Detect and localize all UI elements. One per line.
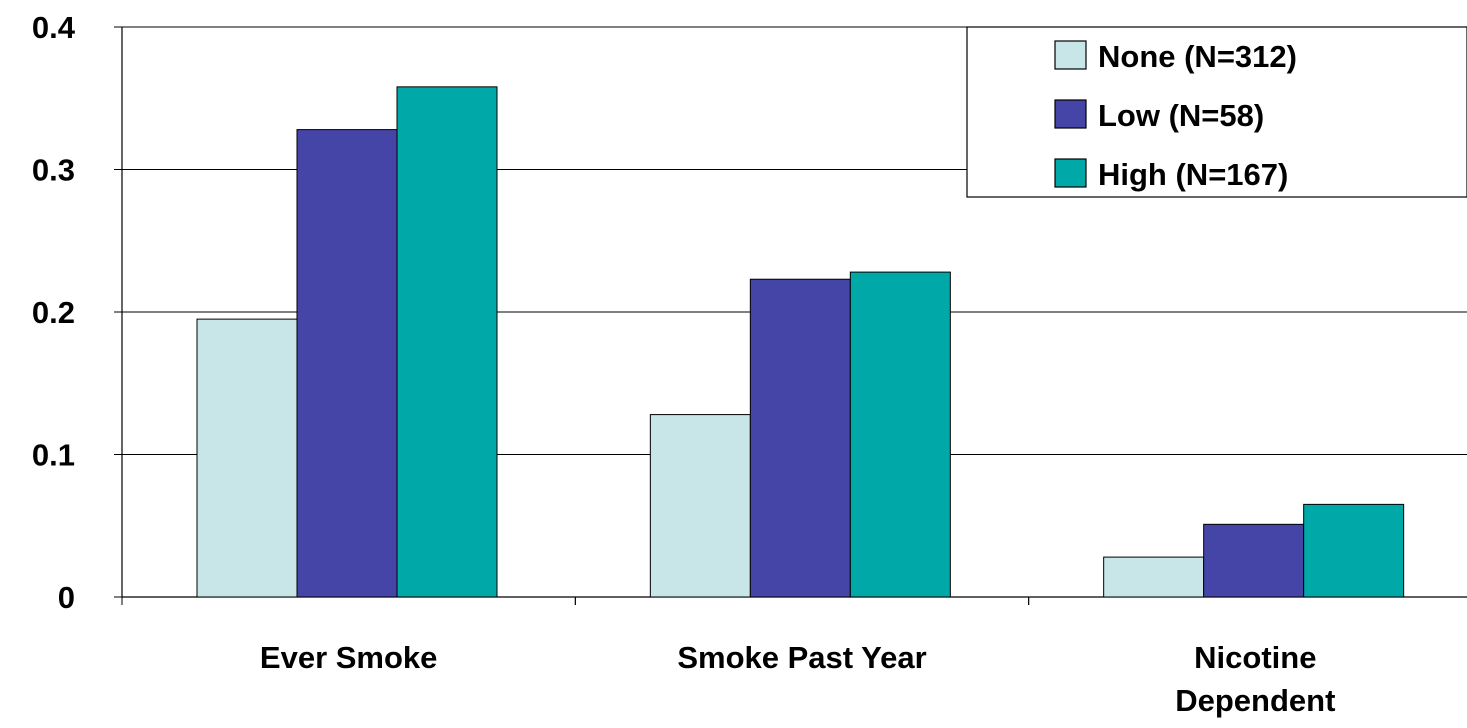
legend-swatch <box>1054 158 1087 188</box>
legend-swatch <box>1054 40 1087 70</box>
y-tick-label: 0.4 <box>32 10 76 45</box>
bar-high <box>849 271 951 598</box>
y-tick-label: 0.2 <box>32 295 75 330</box>
x-category-label: Smoke Past Year <box>677 640 926 675</box>
y-tick-label: 0 <box>58 580 75 615</box>
legend-label: None (N=312) <box>1098 39 1297 74</box>
x-category-label: Ever Smoke <box>260 640 438 675</box>
bar-high <box>1303 503 1405 598</box>
bar-high <box>396 86 498 598</box>
x-axis-categories: Ever Smoke Smoke Past Year Nicotine Depende… <box>260 640 1336 718</box>
bar-none <box>649 414 751 598</box>
legend-swatch <box>1054 99 1087 129</box>
x-category-label: Nicotine Dependent <box>1175 640 1335 718</box>
y-tick-label: 0.1 <box>32 438 75 473</box>
y-tick-label: 0.3 <box>32 153 75 188</box>
bar-none <box>196 318 298 598</box>
bar-low <box>749 278 851 598</box>
y-axis-ticks: 0 0.1 0.2 0.3 0.4 <box>32 10 122 615</box>
bar-low <box>296 129 398 598</box>
bars <box>196 86 1405 598</box>
bar-low <box>1203 523 1305 598</box>
legend-label: High (N=167) <box>1098 157 1288 192</box>
bar-none <box>1103 556 1205 598</box>
legend-box <box>966 26 1467 198</box>
legend: None (N=312) Low (N=58) High (N=167) <box>966 26 1467 198</box>
legend-label: Low (N=58) <box>1098 98 1264 133</box>
